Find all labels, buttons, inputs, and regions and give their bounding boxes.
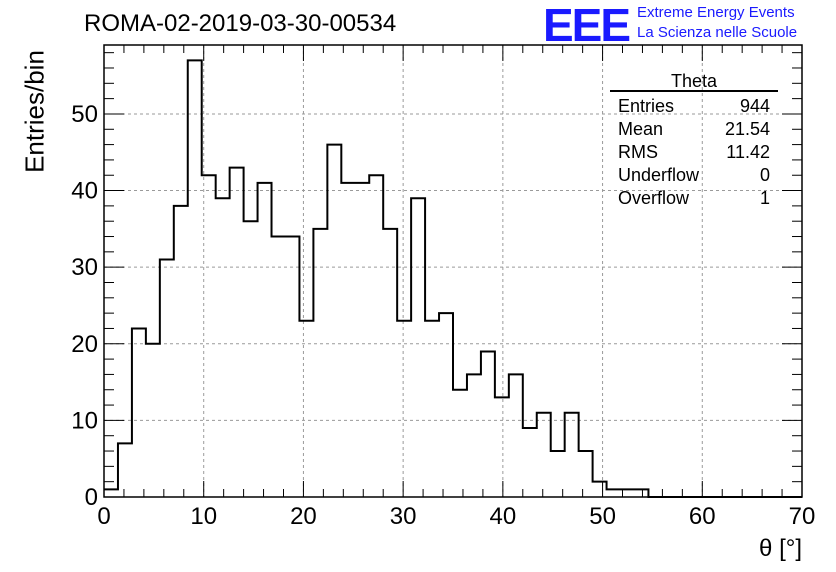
stats-row-overflow: Overflow 1 (610, 187, 778, 210)
axes (103, 44, 803, 498)
x-tick-label: 70 (789, 503, 816, 530)
stats-box: Theta Entries 944 Mean 21.54 RMS 11.42 U… (610, 72, 778, 210)
chart-title: ROMA-02-2019-03-30-00534 (84, 10, 397, 37)
y-tick-label: 10 (71, 407, 98, 434)
stats-value: 944 (739, 96, 770, 116)
y-tick-label: 0 (85, 484, 98, 511)
x-tick-label: 20 (290, 503, 317, 530)
stats-value: 21.54 (724, 119, 770, 139)
stats-row-mean: Mean 21.54 (610, 118, 778, 141)
x-tick-label: 50 (589, 503, 616, 530)
logo-caption-line1: Extreme Energy Events (637, 4, 795, 21)
x-tick-label: 0 (97, 503, 110, 530)
y-tick-label: 30 (71, 254, 98, 281)
stats-label: RMS (618, 142, 658, 162)
y-axis-label: Entries/bin (19, 50, 50, 173)
stats-value: 1 (759, 188, 770, 208)
logo-caption: Extreme Energy Events La Scienza nelle S… (637, 3, 797, 43)
stats-label: Mean (618, 119, 664, 139)
x-tick-label: 40 (490, 503, 517, 530)
stats-label: Entries (618, 96, 675, 116)
y-tick-label: 20 (71, 331, 98, 358)
y-tick-label: 50 (71, 101, 98, 128)
eee-logo: EEE (543, 0, 631, 51)
stats-value: 0 (759, 165, 770, 185)
stats-value: 11.42 (726, 142, 770, 162)
y-tick-label: 40 (71, 178, 98, 205)
x-axis-label: θ [°] (759, 535, 802, 562)
histogram-series-line (104, 59, 802, 498)
logo-caption-line2: La Scienza nelle Scuole (637, 24, 798, 41)
stats-label: Overflow (618, 188, 690, 208)
stats-row-underflow: Underflow 0 (610, 164, 778, 187)
stats-label: Underflow (618, 165, 700, 185)
x-tick-label: 10 (190, 503, 217, 530)
stats-row-entries: Entries 944 (610, 95, 778, 118)
plot-frame (103, 44, 803, 498)
stats-row-rms: RMS 11.42 (610, 141, 778, 164)
x-tick-label: 60 (689, 503, 716, 530)
stats-title: Theta (610, 72, 778, 92)
x-tick-label: 30 (390, 503, 417, 530)
